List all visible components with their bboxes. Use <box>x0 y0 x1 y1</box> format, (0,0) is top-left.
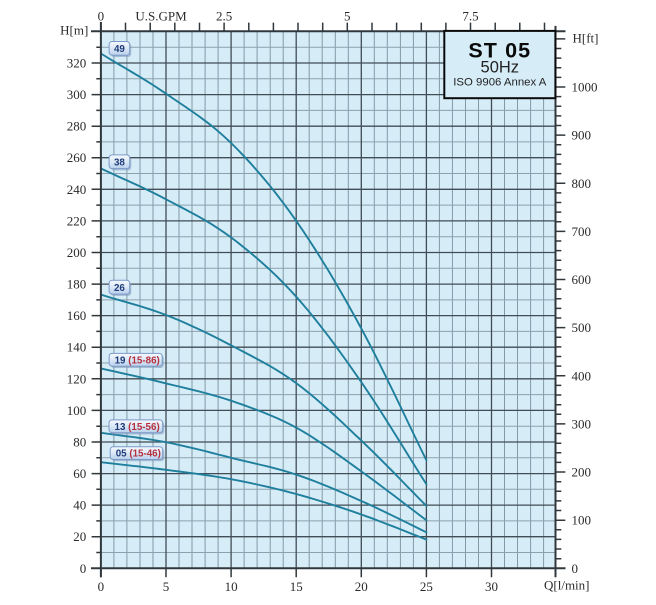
svg-text:2.5: 2.5 <box>216 9 232 24</box>
svg-text:ST 05: ST 05 <box>468 38 531 62</box>
svg-text:200: 200 <box>572 465 592 480</box>
svg-text:20: 20 <box>73 529 86 544</box>
svg-text:Q[l/min]: Q[l/min] <box>544 578 590 593</box>
svg-text:900: 900 <box>572 128 592 143</box>
svg-text:13 (15-56): 13 (15-56) <box>115 422 160 433</box>
svg-text:15: 15 <box>290 579 303 594</box>
svg-text:160: 160 <box>67 308 87 323</box>
svg-text:26: 26 <box>114 283 125 294</box>
svg-text:49: 49 <box>114 44 125 55</box>
svg-text:5: 5 <box>163 579 170 594</box>
svg-text:400: 400 <box>572 368 592 383</box>
svg-text:300: 300 <box>67 87 87 102</box>
svg-text:40: 40 <box>73 498 86 513</box>
svg-text:10: 10 <box>225 579 238 594</box>
svg-text:1000: 1000 <box>572 80 598 95</box>
svg-text:280: 280 <box>67 119 87 134</box>
svg-text:30: 30 <box>485 579 498 594</box>
svg-text:H[m]: H[m] <box>60 22 88 37</box>
svg-text:0: 0 <box>572 561 579 576</box>
svg-text:50Hz: 50Hz <box>481 58 520 76</box>
svg-text:U.S.GPM: U.S.GPM <box>135 9 187 24</box>
svg-text:0: 0 <box>98 9 105 24</box>
svg-text:120: 120 <box>67 371 87 386</box>
svg-text:500: 500 <box>572 320 592 335</box>
svg-text:19 (15-86): 19 (15-86) <box>115 355 160 366</box>
svg-text:200: 200 <box>67 245 87 260</box>
svg-text:38: 38 <box>114 157 125 168</box>
svg-text:320: 320 <box>67 56 87 71</box>
svg-text:60: 60 <box>73 466 86 481</box>
svg-text:800: 800 <box>572 176 592 191</box>
svg-text:H[ft]: H[ft] <box>573 31 599 46</box>
svg-text:25: 25 <box>420 579 433 594</box>
svg-text:220: 220 <box>67 213 87 228</box>
svg-text:0: 0 <box>98 579 105 594</box>
svg-text:240: 240 <box>67 182 87 197</box>
svg-text:05 (15-46): 05 (15-46) <box>116 449 161 460</box>
svg-text:140: 140 <box>67 340 87 355</box>
svg-text:600: 600 <box>572 272 592 287</box>
svg-text:80: 80 <box>73 435 86 450</box>
svg-text:0: 0 <box>80 561 87 576</box>
svg-text:7.5: 7.5 <box>462 9 478 24</box>
svg-text:300: 300 <box>572 416 592 431</box>
svg-text:5: 5 <box>344 9 351 24</box>
svg-text:20: 20 <box>355 579 368 594</box>
svg-text:700: 700 <box>572 224 592 239</box>
svg-text:100: 100 <box>67 403 87 418</box>
svg-text:ISO 9906 Annex A: ISO 9906 Annex A <box>453 77 546 89</box>
svg-text:180: 180 <box>67 277 87 292</box>
svg-text:260: 260 <box>67 150 87 165</box>
svg-text:100: 100 <box>572 513 592 528</box>
